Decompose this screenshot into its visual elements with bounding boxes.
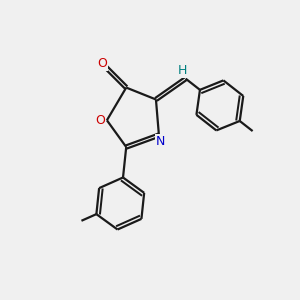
Text: N: N <box>156 135 165 148</box>
Text: O: O <box>98 57 107 70</box>
Text: O: O <box>95 114 105 127</box>
Text: H: H <box>177 64 187 77</box>
